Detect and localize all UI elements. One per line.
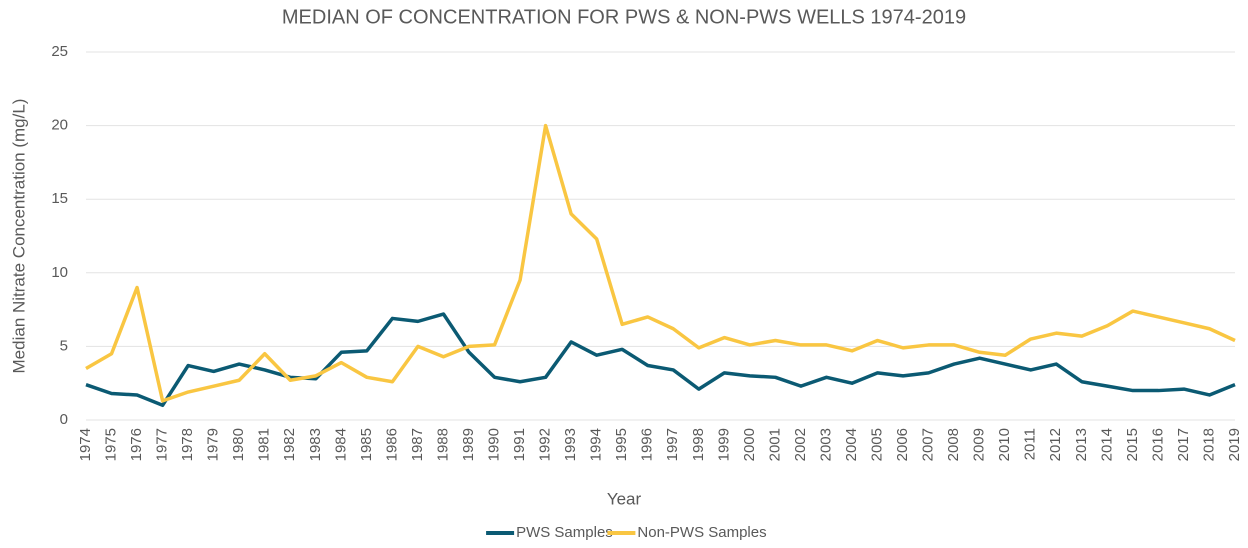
x-tick-label: 1978	[179, 428, 196, 461]
x-tick-label: 1996	[639, 428, 656, 461]
series-line	[85, 312, 1236, 408]
x-tick-label: 1980	[230, 428, 247, 461]
x-tick-label: 2014	[1098, 428, 1115, 461]
x-tick-label: 1984	[332, 428, 349, 461]
y-tick-label: 0	[60, 411, 68, 428]
x-tick-label: 2005	[869, 428, 886, 461]
y-tick-label: 10	[51, 264, 68, 281]
x-tick-label: 2009	[971, 428, 988, 461]
x-tick-label: 2017	[1175, 428, 1192, 461]
x-tick-label: 2004	[843, 428, 860, 461]
x-tick-label: 2000	[741, 428, 758, 461]
x-tick-label: 1992	[537, 428, 554, 461]
x-tick-label: 1997	[664, 428, 681, 461]
x-tick-label: 1999	[715, 428, 732, 461]
x-tick-label: 1975	[103, 428, 120, 461]
x-tick-label: 1986	[383, 428, 400, 461]
y-tick-label: 15	[51, 190, 68, 207]
x-tick-label: 2012	[1047, 428, 1064, 461]
x-tick-label: 1990	[486, 428, 503, 461]
x-tick-label: 1989	[460, 428, 477, 461]
x-tick-label: 2013	[1073, 428, 1090, 461]
x-tick-label: 2016	[1149, 428, 1166, 461]
x-tick-label: 2006	[894, 428, 911, 461]
x-tick-label: 1988	[434, 428, 451, 461]
x-tick-label: 2015	[1124, 428, 1141, 461]
x-axis-label: Year	[607, 489, 642, 508]
x-tick-label: 2002	[792, 428, 809, 461]
x-tick-label: 1987	[409, 428, 426, 461]
legend-label: PWS Samples	[516, 524, 613, 541]
series-line	[85, 123, 1236, 403]
x-tick-label: 1982	[281, 428, 298, 461]
y-axis-label: Median Nitrate Concentration (mg/L)	[9, 99, 28, 374]
x-tick-label: 1993	[562, 428, 579, 461]
x-tick-label: 2019	[1226, 428, 1243, 461]
x-tick-label: 1991	[511, 428, 528, 461]
x-tick-label: 1995	[613, 428, 630, 461]
legend-label: Non-PWS Samples	[637, 524, 766, 541]
y-tick-label: 5	[60, 337, 68, 354]
x-tick-label: 2003	[817, 428, 834, 461]
x-tick-label: 2008	[945, 428, 962, 461]
x-tick-label: 1977	[154, 428, 171, 461]
x-tick-label: 2007	[920, 428, 937, 461]
x-tick-label: 2011	[1022, 428, 1039, 460]
y-tick-label: 20	[51, 117, 68, 134]
x-tick-label: 2018	[1200, 428, 1217, 461]
x-tick-label: 1974	[77, 428, 94, 461]
x-tick-label: 1976	[128, 428, 145, 461]
x-tick-label: 1983	[307, 428, 324, 461]
x-tick-label: 2001	[766, 428, 783, 461]
x-tick-label: 1985	[358, 428, 375, 461]
x-tick-label: 1994	[588, 428, 605, 461]
x-tick-label: 1979	[205, 428, 222, 461]
chart-title: MEDIAN OF CONCENTRATION FOR PWS & NON-PW…	[282, 6, 966, 28]
x-tick-label: 1998	[690, 428, 707, 461]
y-tick-label: 25	[51, 43, 68, 60]
x-tick-label: 1981	[256, 428, 273, 461]
x-tick-label: 2010	[996, 428, 1013, 461]
